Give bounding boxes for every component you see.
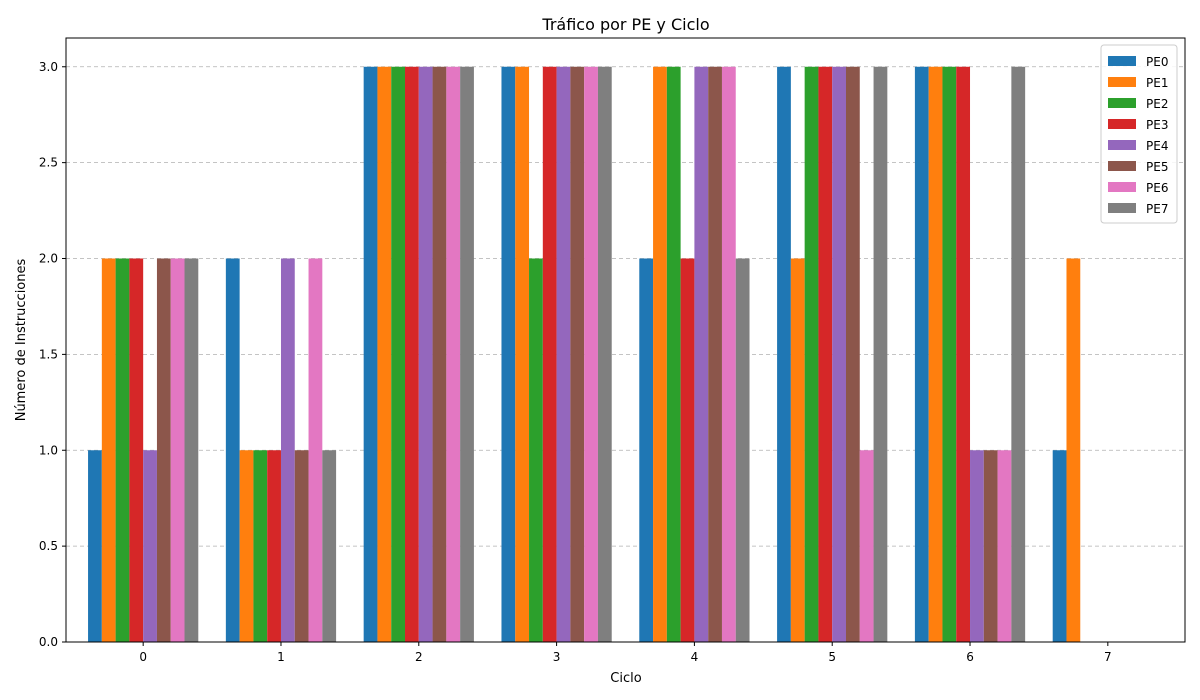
bar-pe5-ciclo-4 (708, 66, 722, 642)
bar-pe7-ciclo-5 (873, 66, 888, 642)
axes: 0.0 0.5 1.0 1.5 2.0 2.5 3.0 0 1 2 3 4 5 6 7 (39, 37, 1186, 664)
bar-pe2-ciclo-6 (942, 66, 957, 642)
bar-pe6-ciclo-6 (997, 450, 1012, 642)
legend-swatch-pe1 (1108, 77, 1136, 87)
bar-pe0-ciclo-5 (777, 66, 791, 642)
bar-pe5-ciclo-2 (432, 66, 447, 642)
x-tick-label: 1 (277, 650, 285, 664)
bar-pe1-ciclo-3 (515, 66, 530, 642)
legend-swatch-pe3 (1108, 119, 1136, 129)
bar-pe3-ciclo-1 (267, 450, 281, 642)
legend-label-pe1: PE1 (1146, 76, 1168, 90)
legend-swatch-pe4 (1108, 140, 1136, 150)
bar-pe3-ciclo-5 (818, 66, 833, 642)
y-tick-label: 1.5 (39, 347, 58, 361)
bar-pe2-ciclo-1 (253, 450, 268, 642)
bar-pe4-ciclo-3 (556, 66, 571, 642)
bar-pe5-ciclo-6 (983, 450, 998, 642)
bar-pe5-ciclo-5 (845, 66, 860, 642)
bar-pe6-ciclo-2 (446, 66, 461, 642)
legend-swatch-pe7 (1108, 203, 1136, 213)
bar-pe6-ciclo-5 (859, 450, 874, 642)
bar-pe0-ciclo-0 (88, 450, 102, 642)
y-tick-label: 0.5 (39, 539, 58, 553)
bar-pe4-ciclo-2 (418, 66, 433, 642)
bar-pe6-ciclo-4 (721, 66, 736, 642)
bar-pe1-ciclo-6 (928, 66, 943, 642)
bar-pe4-ciclo-0 (143, 450, 157, 642)
bar-pe3-ciclo-6 (956, 66, 971, 642)
bar-pe0-ciclo-1 (225, 258, 240, 642)
bar-pe2-ciclo-2 (391, 66, 406, 642)
legend-label-pe4: PE4 (1146, 139, 1168, 153)
legend-label-pe2: PE2 (1146, 97, 1168, 111)
legend: PE0 PE1 PE2 PE3 PE4 PE5 PE6 PE7 (1100, 44, 1178, 224)
legend-swatch-pe6 (1108, 182, 1136, 192)
bar-pe2-ciclo-4 (666, 66, 681, 642)
bar-pe4-ciclo-4 (694, 66, 709, 642)
legend-swatch-pe5 (1108, 161, 1136, 171)
bar-pe7-ciclo-0 (184, 258, 199, 642)
x-tick-label: 4 (691, 650, 699, 664)
bars (88, 66, 1081, 642)
bar-pe7-ciclo-4 (735, 258, 750, 642)
y-tick-label: 3.0 (39, 60, 58, 74)
bar-pe7-ciclo-6 (1011, 66, 1026, 642)
bar-pe6-ciclo-3 (584, 66, 598, 642)
bar-pe0-ciclo-6 (914, 66, 929, 642)
legend-label-pe3: PE3 (1146, 118, 1168, 132)
bar-pe1-ciclo-1 (239, 450, 254, 642)
bar-pe0-ciclo-4 (639, 258, 654, 642)
bar-pe3-ciclo-3 (542, 66, 557, 642)
bar-pe0-ciclo-7 (1052, 450, 1067, 642)
y-tick-label: 2.5 (39, 156, 58, 170)
chart-title: Tráfico por PE y Ciclo (541, 15, 709, 34)
legend-swatch-pe0 (1108, 56, 1136, 66)
bar-pe2-ciclo-3 (529, 258, 543, 642)
y-tick-label: 0.0 (39, 635, 58, 649)
legend-label-pe5: PE5 (1146, 160, 1168, 174)
bar-pe6-ciclo-1 (308, 258, 323, 642)
bar-pe7-ciclo-1 (322, 450, 337, 642)
bar-pe2-ciclo-5 (804, 66, 819, 642)
legend-label-pe0: PE0 (1146, 55, 1168, 69)
y-axis-label: Número de Instrucciones (14, 259, 29, 422)
bar-pe7-ciclo-2 (460, 66, 474, 642)
bar-pe0-ciclo-3 (501, 66, 516, 642)
legend-box (1100, 44, 1178, 224)
bar-pe1-ciclo-0 (101, 258, 116, 642)
y-tick-label: 2.0 (39, 252, 58, 266)
bar-pe4-ciclo-5 (832, 66, 846, 642)
bar-pe3-ciclo-2 (405, 66, 419, 642)
plot-frame (65, 37, 1186, 643)
bar-pe2-ciclo-0 (115, 258, 130, 642)
bar-pe4-ciclo-6 (970, 450, 984, 642)
y-tick-label: 1.0 (39, 443, 58, 457)
bar-pe3-ciclo-0 (129, 258, 144, 642)
bar-pe3-ciclo-4 (680, 258, 695, 642)
bar-pe4-ciclo-1 (280, 258, 295, 642)
bar-pe1-ciclo-5 (790, 258, 805, 642)
x-tick-label: 7 (1104, 650, 1112, 664)
bar-pe0-ciclo-2 (363, 66, 378, 642)
x-tick-label: 3 (553, 650, 561, 664)
legend-label-pe7: PE7 (1146, 202, 1168, 216)
bar-pe5-ciclo-3 (570, 66, 585, 642)
bar-pe7-ciclo-3 (597, 66, 612, 642)
x-tick-label: 0 (139, 650, 147, 664)
legend-label-pe6: PE6 (1146, 181, 1168, 195)
bar-pe1-ciclo-4 (653, 66, 667, 642)
x-axis-label: Ciclo (610, 671, 641, 686)
bar-pe1-ciclo-2 (377, 66, 392, 642)
bar-pe1-ciclo-7 (1066, 258, 1081, 642)
bar-pe5-ciclo-0 (156, 258, 171, 642)
bar-pe5-ciclo-1 (294, 450, 309, 642)
x-tick-label: 5 (828, 650, 836, 664)
legend-swatch-pe2 (1108, 98, 1136, 108)
bar-pe6-ciclo-0 (170, 258, 185, 642)
x-tick-label: 6 (966, 650, 974, 664)
x-tick-label: 2 (415, 650, 423, 664)
